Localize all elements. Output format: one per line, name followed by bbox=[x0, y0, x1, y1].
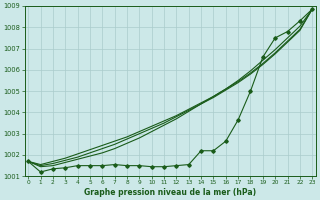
X-axis label: Graphe pression niveau de la mer (hPa): Graphe pression niveau de la mer (hPa) bbox=[84, 188, 256, 197]
